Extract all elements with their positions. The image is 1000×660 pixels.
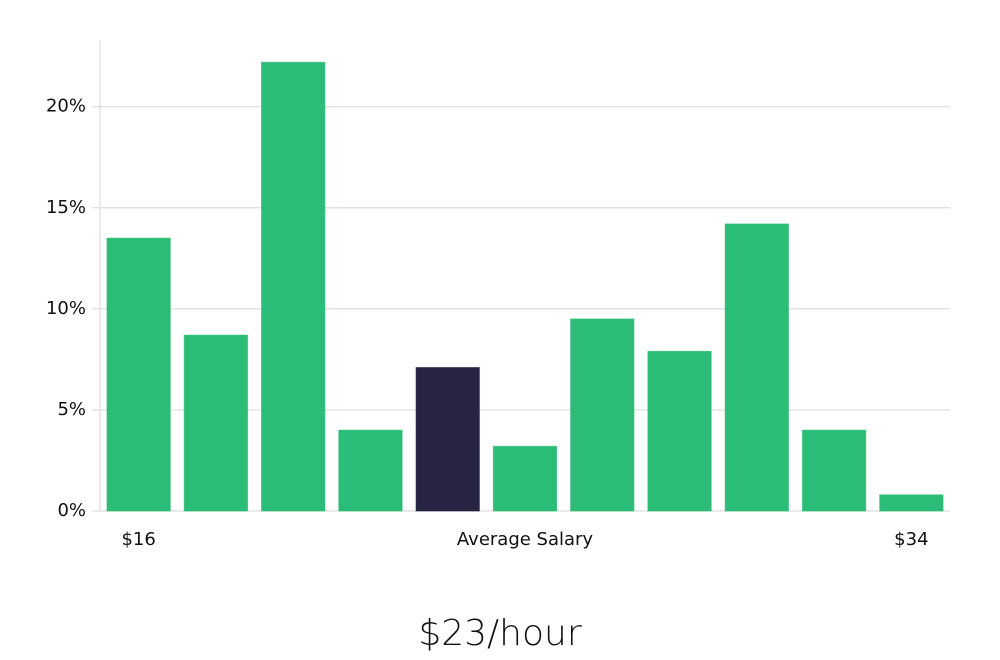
bar	[415, 366, 480, 512]
bar	[338, 429, 403, 512]
bar	[106, 237, 171, 512]
x-tick-label: $34	[894, 529, 928, 550]
x-tick-label: $16	[121, 529, 155, 550]
bar	[492, 445, 558, 512]
bar	[183, 334, 249, 512]
y-tick-label: 5%	[57, 399, 86, 420]
y-tick-label: 15%	[46, 197, 86, 218]
bar	[647, 350, 712, 512]
bar	[724, 223, 789, 512]
x-axis-label: Average Salary	[457, 529, 594, 550]
y-tick-label: 0%	[57, 500, 86, 521]
y-tick-label: 10%	[46, 298, 86, 319]
bar	[879, 494, 944, 512]
bar	[261, 61, 326, 512]
average-annotation: $23/hour	[418, 613, 582, 654]
bar	[570, 318, 635, 512]
y-tick-label: 20%	[46, 96, 86, 117]
bar	[801, 429, 867, 512]
